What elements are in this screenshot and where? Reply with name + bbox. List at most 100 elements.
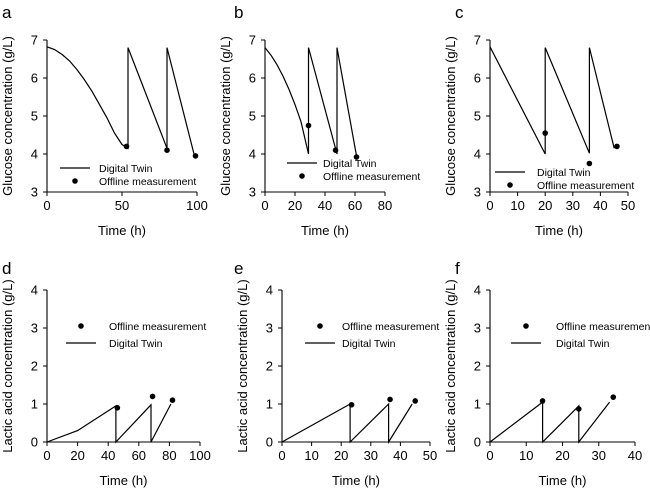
digital-twin-line (489, 46, 615, 155)
x-tick-label: 50 (115, 198, 129, 213)
x-tick-label: 0 (261, 198, 268, 213)
panel-d: d 0 20 40 60 80 100 0 1 2 3 4 Time (h) Lactic acid co… (0, 259, 211, 488)
panel-c: c 0 10 20 30 40 50 3 4 5 6 7 Time (h) Glucose concent… (443, 3, 635, 238)
y-tick-label: 3 (31, 321, 38, 336)
legend-label: Offline measurement (109, 321, 206, 333)
panel-letter: b (234, 3, 243, 22)
offline-measurement-point (305, 122, 312, 129)
x-tick-label: 20 (334, 448, 348, 463)
x-tick-label: 30 (364, 448, 378, 463)
x-tick-label: 40 (101, 448, 115, 463)
panel-a: a 0 50 100 3 4 5 6 7 Time (h) Glucose concentratio… (0, 3, 208, 238)
x-tick-label: 50 (423, 448, 437, 463)
y-tick-label: 3 (474, 321, 481, 336)
offline-measurement-point (387, 396, 393, 403)
x-tick-label: 0 (43, 448, 50, 463)
y-tick-label: 3 (474, 185, 481, 200)
offline-measurement-point (542, 130, 548, 136)
x-tick-label: 60 (348, 198, 362, 213)
y-axis-title: Lactic acid concentration (g/L) (0, 279, 15, 452)
digital-twin-line (46, 46, 195, 155)
offline-measurement-point (164, 147, 170, 153)
x-axis-title: Time (h) (301, 223, 349, 238)
legend-label: Digital Twin (109, 338, 163, 350)
x-tick-label: 20 (70, 448, 84, 463)
x-tick-label: 10 (304, 448, 318, 463)
offline-measurement-point (412, 398, 419, 404)
legend-label: Digital Twin (537, 167, 591, 179)
x-tick-label: 10 (510, 198, 524, 213)
y-axis-title: Glucose concentration (g/L) (443, 36, 458, 196)
y-axis-title: Lactic acid concentration (g/L) (443, 279, 458, 452)
legend-label: Digital Twin (323, 158, 377, 170)
y-axis-title: Glucose concentration (g/L) (0, 36, 15, 196)
panel-letter: e (234, 259, 243, 278)
y-tick-label: 0 (31, 435, 38, 450)
y-axis-title: Lactic acid concentration (g/L) (235, 279, 250, 452)
panel-letter: a (2, 3, 12, 22)
legend-dot-marker (507, 182, 513, 188)
x-axis-title: Time (h) (332, 473, 380, 488)
legend-label: Offline measurement (323, 171, 420, 183)
x-tick-label: 40 (393, 448, 407, 463)
y-tick-label: 4 (474, 147, 481, 162)
x-tick-label: 0 (278, 448, 285, 463)
panel-e: e 0 10 20 30 40 50 0 1 2 3 4 Time (h) Lactic acid con… (234, 259, 439, 488)
offline-measurement-point (332, 147, 339, 153)
y-tick-label: 7 (249, 33, 256, 48)
y-tick-label: 1 (474, 397, 481, 412)
legend-label: Digital Twin (556, 338, 610, 350)
y-axis-title: Glucose concentration (g/L) (218, 36, 233, 196)
x-tick-label: 20 (555, 448, 569, 463)
y-tick-label: 1 (266, 397, 273, 412)
x-tick-label: 100 (189, 448, 211, 463)
x-tick-label: 100 (186, 198, 208, 213)
panel-b: b 0 20 40 60 80 3 4 5 6 7 Time (h) Glucose concentra… (218, 3, 420, 238)
legend: Offline measurement Digital Twin (66, 321, 206, 350)
x-tick-label: 10 (519, 448, 533, 463)
legend-dot-marker (299, 173, 305, 179)
x-tick-label: 0 (486, 198, 493, 213)
offline-measurement-point (169, 397, 176, 404)
x-tick-label: 40 (318, 198, 332, 213)
legend: Offline measurement Digital Twin (511, 321, 650, 350)
x-tick-label: 40 (593, 198, 607, 213)
y-tick-label: 3 (249, 185, 256, 200)
legend-label: Digital Twin (342, 338, 396, 350)
offline-measurement-point (576, 406, 582, 412)
y-tick-label: 3 (266, 321, 273, 336)
x-axis-title: Time (h) (100, 473, 148, 488)
y-tick-label: 2 (474, 359, 481, 374)
x-tick-label: 20 (288, 198, 302, 213)
offline-measurement-point (192, 153, 199, 159)
digital-twin-line (281, 402, 413, 445)
y-tick-label: 4 (474, 283, 481, 298)
legend-dot-marker (523, 323, 529, 329)
offline-measurement-point (123, 143, 130, 150)
legend-label: Offline measurement (556, 321, 650, 333)
y-tick-label: 0 (474, 435, 481, 450)
panel-f: f 0 10 20 30 40 0 1 2 3 4 Time (h) Lactic acid conce… (443, 259, 650, 488)
offline-measurement-point (348, 401, 355, 408)
y-tick-label: 0 (266, 435, 273, 450)
offline-measurement-point (610, 394, 617, 400)
x-axis-title: Time (h) (539, 473, 587, 488)
x-tick-label: 80 (378, 198, 392, 213)
y-tick-label: 2 (266, 359, 273, 374)
x-axis-title: Time (h) (535, 223, 583, 238)
y-tick-label: 4 (31, 283, 38, 298)
x-tick-label: 60 (132, 448, 146, 463)
x-tick-label: 30 (566, 198, 580, 213)
y-tick-label: 6 (474, 71, 481, 86)
y-tick-label: 6 (31, 71, 38, 86)
offline-measurement-point (586, 160, 593, 167)
offline-measurement-point (114, 405, 121, 411)
x-tick-label: 0 (486, 448, 493, 463)
legend-label: Offline measurement (99, 176, 196, 188)
panel-letter: c (455, 3, 464, 22)
digital-twin-line (264, 47, 358, 157)
digital-twin-line (489, 400, 611, 444)
offline-measurement-point (614, 143, 620, 150)
